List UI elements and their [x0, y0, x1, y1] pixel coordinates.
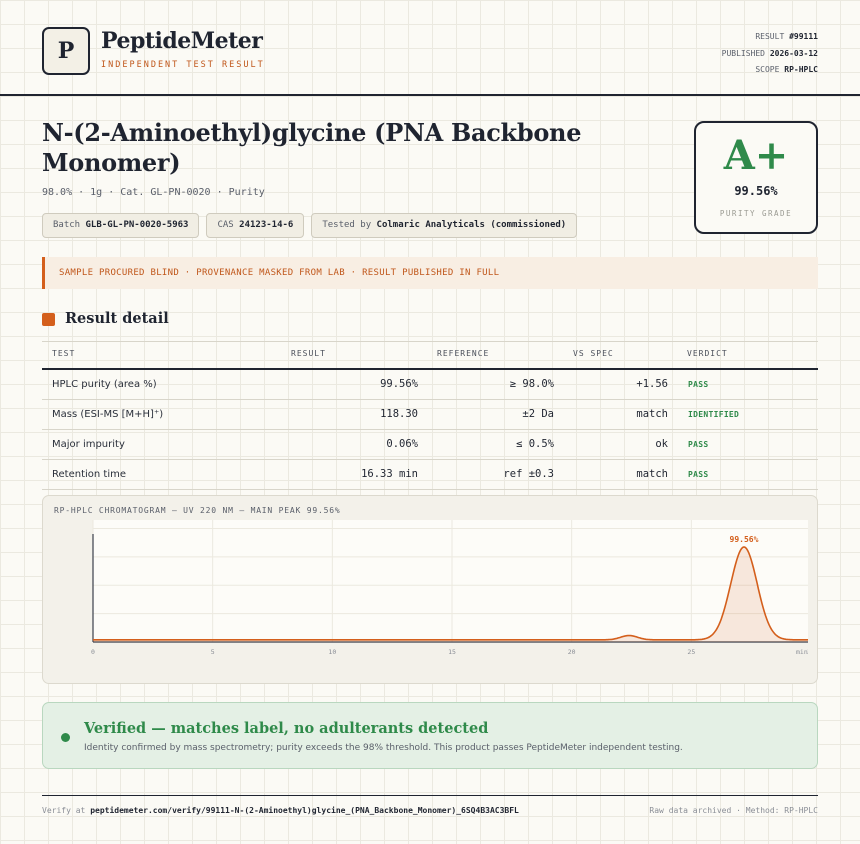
verified-text: Identity confirmed by mass spectrometry;… — [84, 743, 683, 753]
purity-grade-card: A+ 99.56% PURITY GRADE — [694, 121, 818, 234]
x-unit-label: min — [796, 648, 808, 656]
verified-banner: Verified — matches label, no adulterants… — [42, 702, 818, 769]
chip-cas: CAS 24123-14-6 — [206, 213, 305, 238]
grade-label: PURITY GRADE — [719, 209, 793, 218]
x-tick-label: 20 — [568, 648, 576, 656]
verified-title: Verified — matches label, no adulterants… — [84, 720, 489, 737]
cell-result: 16.33 min — [361, 468, 418, 480]
th-vs-spec: VS SPEC — [573, 349, 614, 358]
cell-reference: ref ±0.3 — [503, 468, 554, 480]
cell-vs-spec: match — [636, 408, 668, 420]
cell-verdict: IDENTIFIED — [688, 410, 740, 419]
plot-background — [93, 520, 808, 642]
cell-result: 99.56% — [380, 378, 418, 390]
chromatogram-chart: 99.56% 0 5 10 15 20 25 30min — [91, 520, 808, 656]
peak-label: 99.56% — [730, 535, 759, 544]
cell-reference: ±2 Da — [522, 408, 554, 420]
th-result: RESULT — [291, 349, 326, 358]
th-verdict: VERDICT — [687, 349, 728, 358]
cell-verdict: PASS — [688, 440, 709, 449]
x-tick-label: 5 — [211, 648, 215, 656]
table-row: Retention time 16.33 min ref ±0.3 match … — [42, 460, 818, 490]
section-title: Result detail — [65, 310, 169, 327]
th-test: TEST — [52, 349, 76, 358]
cell-vs-spec: match — [636, 468, 668, 480]
chip-tested-by: Tested by Colmaric Analyticals (commissi… — [311, 213, 578, 238]
chip-batch: Batch GLB-GL-PN-0020-5963 — [42, 213, 200, 238]
verify-link[interactable]: peptidemeter.com/verify/99111-N-(2-Amino… — [90, 806, 519, 815]
cell-test: Mass (ESI-MS [M+H]⁺) — [52, 409, 164, 420]
chromatogram-area — [93, 547, 808, 642]
verified-dot-icon — [61, 733, 70, 742]
header-divider — [0, 94, 860, 96]
footer-method: Raw data archived · Method: RP-HPLC — [649, 806, 818, 815]
cell-test: Retention time — [52, 469, 126, 480]
cell-verdict: PASS — [688, 380, 709, 389]
result-meta: RESULT #99111 PUBLISHED 2026-03-12 SCOPE… — [722, 29, 818, 79]
cell-reference: ≥ 98.0% — [509, 378, 554, 390]
footer-verify: Verify at peptidemeter.com/verify/99111-… — [42, 806, 519, 815]
grade-value: 99.56% — [734, 184, 778, 198]
brand-name: PeptideMeter — [101, 28, 263, 54]
result-table: TEST RESULT REFERENCE VS SPEC VERDICT HP… — [42, 341, 818, 490]
cell-result: 118.30 — [380, 408, 418, 420]
meta-result: RESULT #99111 — [755, 32, 818, 41]
chromatogram-panel: RP-HPLC CHROMATOGRAM — UV 220 NM — MAIN … — [42, 495, 818, 684]
cell-reference: ≤ 0.5% — [516, 438, 554, 450]
footer-divider — [42, 795, 818, 796]
grade-letter: A+ — [723, 132, 789, 179]
th-reference: REFERENCE — [437, 349, 490, 358]
brand-subtitle: INDEPENDENT TEST RESULT — [101, 60, 265, 70]
cell-vs-spec: ok — [655, 438, 668, 450]
table-row: HPLC purity (area %) 99.56% ≥ 98.0% +1.5… — [42, 370, 818, 400]
x-tick-label: 25 — [687, 648, 695, 656]
section-marker-icon — [42, 313, 55, 326]
x-tick-label: 15 — [448, 648, 456, 656]
chromatogram-line — [93, 546, 808, 641]
cell-test: HPLC purity (area %) — [52, 379, 157, 390]
cell-test: Major impurity — [52, 439, 125, 450]
table-row: Major impurity 0.06% ≤ 0.5% ok PASS — [42, 430, 818, 460]
brand-logo: P — [42, 27, 90, 75]
x-tick-label: 0 — [91, 648, 95, 656]
cell-vs-spec: +1.56 — [636, 378, 668, 390]
x-tick-label: 10 — [328, 648, 336, 656]
product-subline: 98.0% · 1g · Cat. GL-PN-0020 · Purity — [42, 187, 265, 198]
table-header: TEST RESULT REFERENCE VS SPEC VERDICT — [42, 341, 818, 370]
blind-sample-notice: SAMPLE PROCURED BLIND · PROVENANCE MASKE… — [42, 257, 818, 289]
cell-verdict: PASS — [688, 470, 709, 479]
x-tick-label: 30 — [807, 648, 808, 656]
product-chips: Batch GLB-GL-PN-0020-5963 CAS 24123-14-6… — [42, 213, 578, 238]
product-title: N-(2-Aminoethyl)glycine (PNA Backbone Mo… — [42, 118, 582, 177]
cell-result: 0.06% — [386, 438, 418, 450]
table-row: Mass (ESI-MS [M+H]⁺) 118.30 ±2 Da match … — [42, 400, 818, 430]
meta-published: PUBLISHED 2026-03-12 — [721, 48, 818, 58]
chart-title: RP-HPLC CHROMATOGRAM — UV 220 NM — MAIN … — [54, 506, 341, 515]
meta-scope: SCOPE RP-HPLC — [755, 65, 818, 74]
